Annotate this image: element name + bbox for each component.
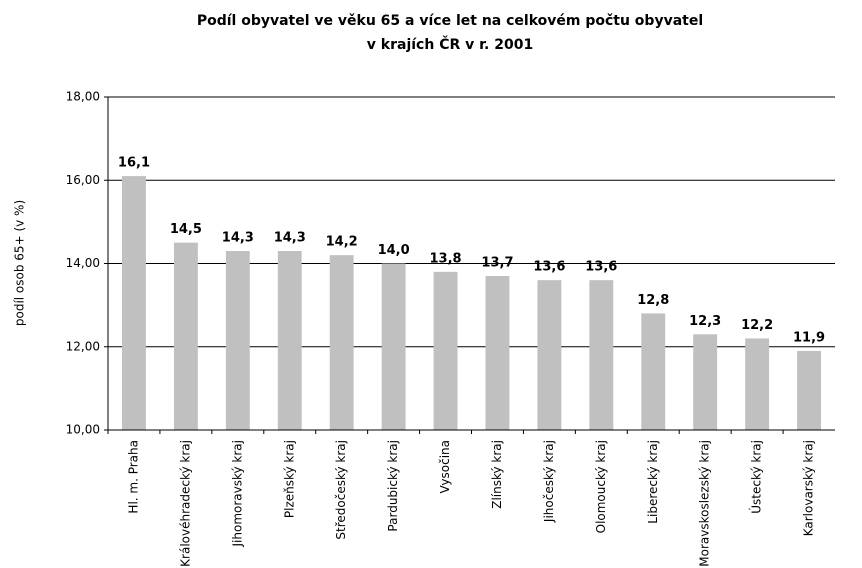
y-tick-label: 12,00 [66,339,100,353]
bar [485,275,510,430]
value-label: 16,1 [118,156,150,171]
x-tick-label: Ústecký kraj [749,440,764,514]
y-tick-label: 10,00 [66,423,100,437]
value-label: 13,6 [585,260,617,275]
value-label: 13,6 [533,260,565,275]
x-tick-label: Jihočeský kraj [542,440,556,523]
value-label: 13,7 [481,255,513,270]
value-label: 14,3 [274,231,306,246]
bar [381,263,406,430]
x-tick-label: Jihomoravský kraj [230,440,244,548]
y-tick-label: 14,00 [66,256,100,270]
value-label: 14,3 [222,231,254,246]
bar [797,350,821,430]
value-label: 11,9 [793,330,825,345]
x-tick-label: Královéhradecký kraj [178,440,192,567]
bar [122,176,146,430]
x-tick-label: Plzeňský kraj [282,440,296,518]
x-tick-label: Hl. m. Praha [126,440,140,514]
bar [329,255,354,430]
bar [589,280,614,430]
bar [537,280,562,430]
chart-title: Podíl obyvatel ve věku 65 a více let na … [197,13,703,29]
y-tick-label: 18,00 [66,90,100,104]
bar [277,251,302,430]
x-tick-label: Středočeský kraj [334,440,348,540]
x-tick-label: Vysočina [438,440,452,493]
bar [641,313,666,430]
x-tick-label: Liberecký kraj [646,440,660,524]
value-label: 14,5 [170,222,202,237]
value-label: 14,2 [326,235,358,250]
x-tick-label: Karlovarský kraj [802,440,816,536]
y-tick-label: 16,00 [66,173,100,187]
value-label: 12,2 [741,318,773,333]
x-tick-label: Zlínský kraj [490,440,504,509]
value-label: 12,3 [689,314,721,329]
bar [225,251,250,430]
value-label: 13,8 [429,251,461,266]
bar [745,338,770,430]
chart-title: v krajích ČR v r. 2001 [367,35,533,53]
bar [433,271,458,430]
value-label: 12,8 [637,293,669,308]
y-axis-label: podíl osob 65+ (v %) [13,200,27,326]
x-tick-label: Olomoucký kraj [594,440,608,533]
bar [173,242,198,430]
value-label: 14,0 [378,243,410,258]
x-tick-label: Pardubický kraj [386,440,400,532]
bar [693,334,718,430]
x-tick-label: Moravskoslezský kraj [698,440,712,567]
